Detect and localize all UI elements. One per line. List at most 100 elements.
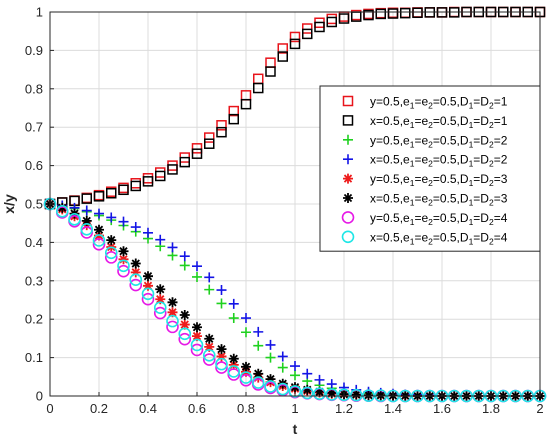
legend-subscript: 1 — [469, 178, 474, 188]
x-tick-label: 1 — [291, 401, 298, 416]
data-point — [192, 271, 202, 282]
legend-text-part: =0.5,D — [433, 172, 469, 186]
data-point — [216, 298, 227, 309]
legend-label: y=0.5,e1=e2=0.5,D1=D2=1 — [370, 95, 508, 111]
data-point — [363, 390, 374, 401]
legend-text-part: =e — [414, 153, 428, 167]
data-point — [326, 16, 337, 28]
data-point — [215, 361, 228, 374]
data-point — [265, 374, 276, 385]
data-point — [81, 193, 92, 204]
legend-entry: x=0.5,e1=e2=0.5,D1=D2=3 — [343, 192, 508, 208]
x-tick-label: 1.6 — [433, 401, 451, 416]
data-point — [143, 227, 153, 238]
data-point — [363, 9, 374, 21]
legend-text-part: =4 — [494, 230, 508, 244]
data-point — [130, 180, 141, 192]
legend-marker — [343, 193, 353, 203]
legend-text-part: =0.5,D — [433, 211, 469, 225]
data-point — [276, 382, 290, 396]
data-point — [204, 341, 215, 352]
x-tick-label: 2 — [536, 401, 543, 416]
legend-text-part: y=0.5,e — [370, 133, 410, 147]
data-point — [251, 376, 265, 389]
legend-text-part: x=0.5,e — [370, 153, 410, 167]
data-point — [265, 352, 276, 363]
legend-subscript: 1 — [469, 198, 474, 208]
data-point — [228, 353, 239, 364]
legend-text-part: =1 — [494, 95, 508, 109]
data-point — [178, 327, 192, 341]
data-point — [412, 7, 423, 19]
data-point — [289, 31, 301, 43]
data-point — [190, 338, 204, 352]
legend-label: y=0.5,e1=e2=0.5,D1=D2=2 — [370, 133, 508, 149]
data-point — [191, 148, 203, 159]
legend-subscript: 2 — [428, 198, 433, 208]
legend-text-part: =4 — [494, 211, 508, 225]
x-tick-label: 0.4 — [139, 401, 157, 416]
data-point — [375, 8, 386, 20]
data-point — [202, 353, 216, 366]
legend-subscript: 2 — [428, 120, 433, 130]
data-point — [106, 235, 117, 246]
legend-text-part: =e — [414, 114, 428, 128]
legend-subscript: 2 — [489, 120, 494, 130]
data-point — [192, 331, 202, 342]
data-point — [240, 98, 252, 110]
data-point — [142, 176, 154, 187]
data-point — [130, 258, 141, 269]
data-point — [153, 306, 167, 320]
data-point — [179, 251, 190, 262]
tick-labels: 0 0.2 0.4 0.6 0.8 1 1.2 1.4 1.6 1.8 2 0 0.1 0.2 0.3 0.4… — [25, 5, 544, 417]
legend-subscript: 2 — [428, 139, 433, 149]
data-point — [337, 388, 351, 402]
legend-marker — [341, 230, 355, 244]
data-point — [167, 307, 178, 318]
data-point — [130, 222, 141, 233]
data-point — [130, 267, 141, 278]
data-point — [118, 246, 129, 257]
y-tick-label: 0.3 — [25, 273, 43, 288]
y-tick-label: 0.4 — [25, 235, 43, 250]
legend: y=0.5,e1=e2=0.5,D1=D2=1x=0.5,e1=e2=0.5,D… — [319, 85, 541, 252]
data-point — [290, 361, 300, 372]
data-point — [288, 385, 302, 398]
legend-marker — [343, 134, 353, 145]
y-tick-label: 0.6 — [25, 158, 43, 173]
legend-marker — [343, 173, 353, 184]
data-point — [204, 138, 215, 149]
legend-subscript: 1 — [410, 198, 415, 208]
data-point — [192, 322, 202, 333]
x-axis-label: t — [293, 421, 298, 437]
data-point — [143, 271, 153, 282]
data-point — [326, 379, 337, 390]
legend-subscript: 2 — [489, 217, 494, 227]
data-point — [302, 28, 313, 40]
data-point — [155, 284, 166, 295]
data-point — [216, 285, 227, 296]
data-point — [277, 362, 288, 373]
legend-entry: y=0.5,e1=e2=0.5,D1=D2=4 — [341, 211, 508, 227]
data-point — [118, 216, 129, 227]
legend-text-part: =D — [473, 211, 489, 225]
legend-entry: x=0.5,e1=e2=0.5,D1=D2=4 — [341, 230, 508, 246]
x-tick-label: 0.6 — [188, 401, 206, 416]
legend-text-part: =e — [414, 192, 428, 206]
x-tick-label: 0.8 — [237, 401, 255, 416]
legend-text-part: =e — [414, 230, 428, 244]
legend-text-part: y=0.5,e — [370, 95, 410, 109]
legend-subscript: 1 — [469, 159, 474, 169]
data-point — [192, 261, 202, 272]
data-point — [351, 389, 362, 400]
legend-marker — [341, 211, 355, 224]
y-tick-label: 0.9 — [25, 43, 43, 58]
data-point — [228, 359, 239, 370]
data-point — [277, 51, 288, 62]
legend-entry: y=0.5,e1=e2=0.5,D1=D2=2 — [343, 133, 508, 149]
legend-text-part: =D — [473, 95, 489, 109]
data-point — [92, 238, 106, 251]
data-point — [302, 23, 313, 34]
data-point — [141, 287, 155, 301]
legend-subscript: 1 — [410, 139, 415, 149]
